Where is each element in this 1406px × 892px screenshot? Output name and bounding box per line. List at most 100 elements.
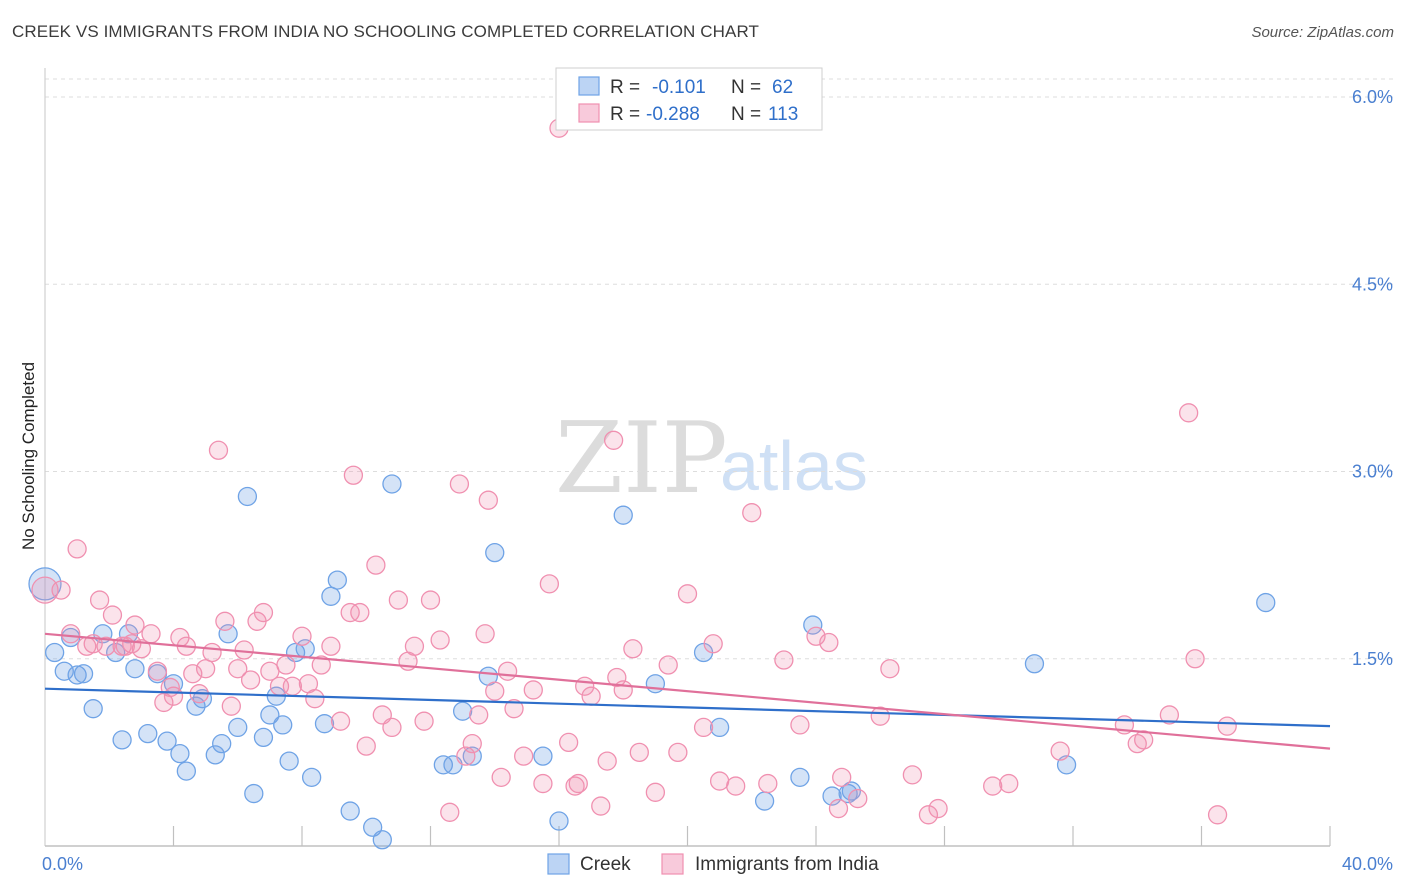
india-point-11 xyxy=(122,634,142,654)
creek-point-0 xyxy=(28,567,62,601)
creek-trend-line xyxy=(44,687,1331,728)
india-point-1 xyxy=(51,580,71,600)
india-point-74 xyxy=(591,796,611,816)
india-point-107 xyxy=(1217,716,1237,736)
creek-point-16 xyxy=(170,743,190,764)
india-point-56 xyxy=(449,474,470,494)
india-point-55 xyxy=(440,802,460,822)
india-point-28 xyxy=(228,659,248,679)
creek-point-58 xyxy=(1024,654,1045,674)
watermark-zip: ZIP xyxy=(555,402,728,516)
creek-r-value: -0.101 xyxy=(652,77,706,98)
india-point-64 xyxy=(504,699,524,719)
india-point-26 xyxy=(215,611,235,631)
creek-point-6 xyxy=(83,699,103,719)
creek-point-56 xyxy=(822,786,842,806)
india-point-52 xyxy=(414,711,434,731)
india-point-88 xyxy=(758,773,778,794)
india-point-46 xyxy=(366,555,386,575)
india-point-111 xyxy=(832,767,852,787)
creek-point-4 xyxy=(67,665,87,685)
creek-point-40 xyxy=(382,474,402,494)
india-point-30 xyxy=(240,670,261,690)
bottom-legend: Creek Immigrants from India xyxy=(547,853,879,875)
india-point-81 xyxy=(658,655,678,675)
creek-point-48 xyxy=(549,811,569,831)
y-tick-label-1: 3.0% xyxy=(1352,462,1393,482)
india-point-60 xyxy=(475,624,495,644)
india-point-116 xyxy=(880,659,900,679)
creek-n-value: 62 xyxy=(772,77,793,98)
creek-point-53 xyxy=(754,791,775,811)
india-point-70 xyxy=(558,732,579,753)
creek-point-27 xyxy=(260,705,280,725)
creek-point-11 xyxy=(125,659,145,679)
india-point-76 xyxy=(607,667,627,688)
india-r-value: -0.288 xyxy=(646,104,700,125)
india-point-14 xyxy=(141,624,161,644)
india-point-98 xyxy=(983,776,1003,796)
creek-r-label: R = xyxy=(610,77,640,98)
gridlines xyxy=(45,78,1395,660)
india-point-65 xyxy=(514,746,534,766)
creek-point-47 xyxy=(533,746,553,766)
india-point-44 xyxy=(350,602,370,623)
india-point-40 xyxy=(311,655,331,675)
legend-creek-swatch xyxy=(547,853,570,875)
india-point-73 xyxy=(581,686,601,706)
creek-point-37 xyxy=(340,801,360,821)
creek-point-30 xyxy=(279,751,299,771)
india-point-62 xyxy=(491,767,511,787)
creek-point-60 xyxy=(1256,592,1276,613)
india-point-36 xyxy=(282,676,303,696)
india-point-39 xyxy=(305,689,325,709)
india-point-67 xyxy=(533,773,553,794)
india-point-66 xyxy=(523,680,543,700)
india-point-13 xyxy=(131,639,152,659)
india-point-41 xyxy=(321,636,341,656)
india-point-24 xyxy=(202,642,222,663)
india-point-37 xyxy=(292,626,312,646)
india-point-68 xyxy=(539,574,560,594)
india-point-25 xyxy=(208,440,229,460)
india-point-3 xyxy=(67,539,87,559)
x-tick-labels: 0.0% 40.0% xyxy=(42,854,1393,874)
india-point-6 xyxy=(89,590,110,610)
chart-title: CREEK VS IMMIGRANTS FROM INDIA NO SCHOOL… xyxy=(12,22,759,41)
creek-point-46 xyxy=(485,542,505,563)
india-point-95 xyxy=(870,706,890,726)
india-point-100 xyxy=(1050,741,1070,761)
india-point-42 xyxy=(330,711,351,731)
creek-point-34 xyxy=(314,714,335,734)
india-point-115 xyxy=(343,465,364,485)
creek-point-35 xyxy=(321,586,341,606)
india-point-112 xyxy=(565,776,585,796)
india-point-53 xyxy=(420,590,441,610)
creek-point-55 xyxy=(803,615,823,635)
india-point-97 xyxy=(918,805,939,825)
india-point-0 xyxy=(31,576,59,604)
creek-point-24 xyxy=(237,486,258,507)
legend-india-label: Immigrants from India xyxy=(695,854,879,875)
india-swatch xyxy=(578,103,600,123)
y-tick-label-2: 4.5% xyxy=(1352,274,1393,294)
india-point-23 xyxy=(195,659,216,679)
creek-point-33 xyxy=(301,767,322,787)
y-tick-label-0: 1.5% xyxy=(1352,649,1393,669)
india-point-27 xyxy=(221,696,241,716)
india-point-77 xyxy=(613,680,633,700)
india-point-103 xyxy=(1159,705,1180,725)
india-point-79 xyxy=(629,742,649,763)
creek-swatch xyxy=(578,76,600,96)
source-label: Source: ZipAtlas.com xyxy=(1251,24,1394,41)
india-point-71 xyxy=(568,773,588,794)
india-point-61 xyxy=(485,681,505,701)
axes xyxy=(44,68,1331,847)
stats-box: R = -0.101 N = 62 R = -0.288 N = 113 xyxy=(555,67,823,131)
india-point-57 xyxy=(456,746,476,766)
y-tick-labels: 1.5% 3.0% 4.5% 6.0% xyxy=(1352,87,1393,669)
creek-point-14 xyxy=(157,731,177,751)
india-point-75 xyxy=(597,751,617,771)
india-point-113 xyxy=(603,430,624,450)
